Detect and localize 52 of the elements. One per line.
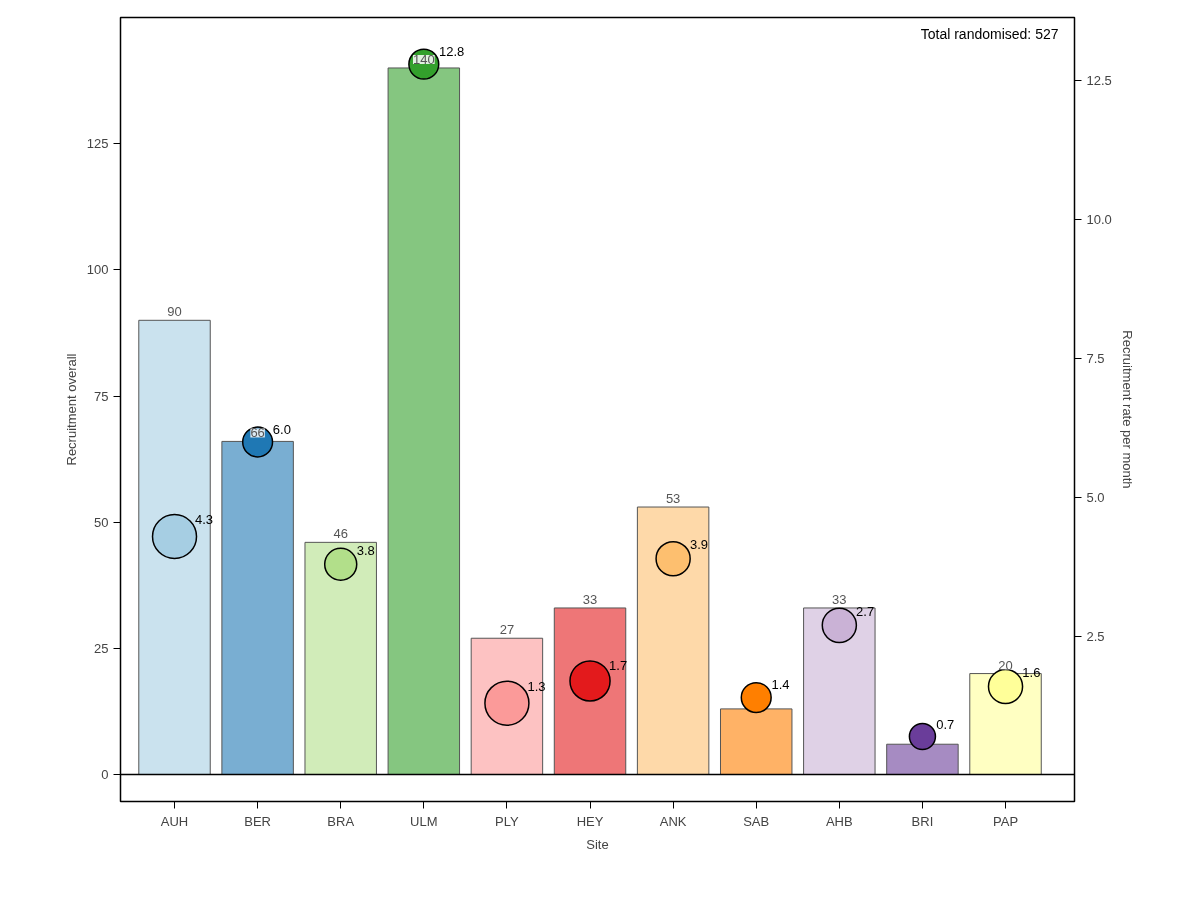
y-tick-label: 100 [86,262,109,278]
y2-tick-label: 7.5 [1086,351,1105,367]
data-label: 1.7 [609,657,628,673]
y-axis-title: Recruitment overall [63,353,79,466]
data-label: 2.7 [856,603,875,619]
y2-tick-label: 2.5 [1086,628,1105,644]
bar [138,319,211,775]
x-tick-label: SAB [743,813,770,829]
bar [636,506,710,775]
data-label: 1.4 [771,677,790,693]
y2-tick-label: 12.5 [1086,73,1112,89]
data-label: 90 [167,304,182,320]
bar [221,440,294,775]
x-tick-label: BRI [911,813,934,829]
y2-tick-label: 5.0 [1086,490,1105,506]
x-tick-label: BRA [327,813,355,829]
x-tick-label: AHB [825,813,853,829]
x-axis-title: Site [586,836,609,852]
bar [719,708,793,775]
x-tick-label: BER [244,813,271,829]
data-label: 20 [998,657,1013,673]
x-tick-label: AUH [160,813,189,829]
y-tick-label: 125 [86,136,109,152]
data-label: 12.8 [439,43,465,59]
data-label: 66 [250,425,265,441]
y-tick-label: 0 [101,767,109,782]
x-tick-label: PAP [993,813,1019,829]
bar [304,541,377,775]
data-label: 0.7 [936,717,955,733]
data-label: 33 [582,591,598,607]
data-label: 6.0 [272,421,291,437]
bar [803,607,876,775]
y2-tick-label: 10.0 [1086,212,1112,228]
y-tick-label: 50 [94,514,109,530]
data-label: 33 [832,591,847,607]
data-label: 3.8 [356,543,375,559]
y-tick-label: 25 [94,640,109,656]
x-tick-label: HEY [576,813,604,829]
data-label: 3.9 [689,537,708,553]
y-tick-label: 75 [94,388,109,404]
data-label: 53 [665,491,681,507]
x-tick-label: ANK [659,813,687,829]
bar [886,743,959,775]
x-tick-label: ULM [410,813,438,829]
data-label: 27 [499,622,515,638]
data-label: 4.3 [195,512,214,528]
annotation: Total randomised: 527 [920,25,1059,42]
data-label: 46 [333,526,348,542]
y2-axis-title: Recruitment rate per month [1119,330,1135,489]
bar [387,67,461,775]
x-tick-label: PLY [495,813,520,829]
data-label: 140 [412,51,435,67]
